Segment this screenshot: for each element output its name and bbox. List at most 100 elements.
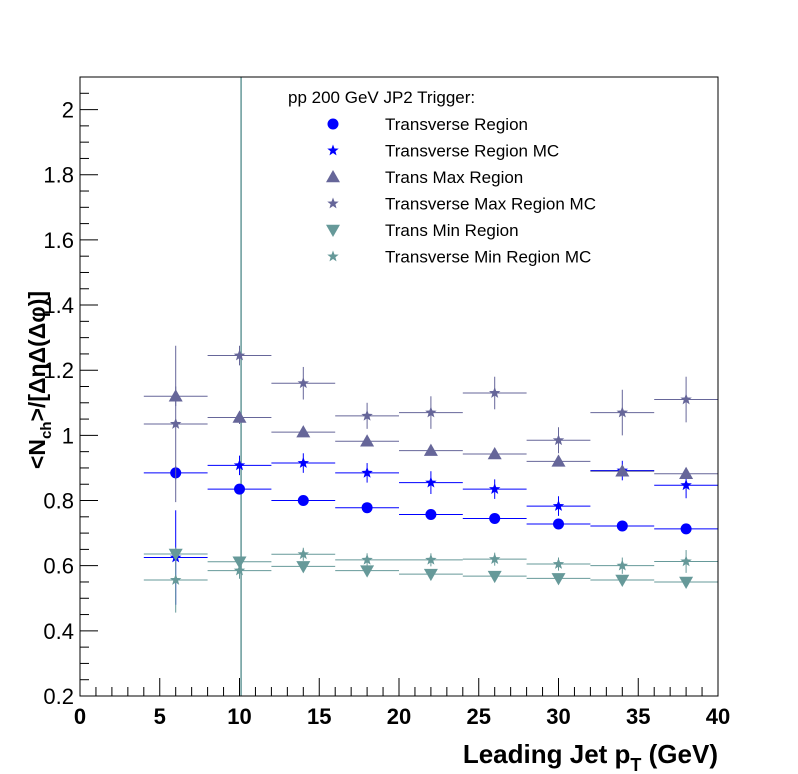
marker-star <box>552 434 565 446</box>
data-marks <box>143 77 718 696</box>
legend-label: Transverse Region MC <box>385 142 559 161</box>
x-tick-label: 30 <box>546 704 570 729</box>
y-tick-label: 0.2 <box>43 684 74 709</box>
marker-star <box>233 349 246 361</box>
marker-circle <box>361 502 373 514</box>
data-point <box>590 464 655 477</box>
data-point <box>590 520 655 532</box>
legend-entry: Transverse Region MC <box>327 142 559 161</box>
x-axis-title-sub: T <box>630 755 641 774</box>
x-tick-label: 40 <box>706 704 730 729</box>
data-point <box>462 552 527 566</box>
data-point <box>271 453 336 473</box>
marker-star <box>233 564 246 576</box>
legend-label: Transverse Min Region MC <box>385 248 591 267</box>
marker-star <box>616 406 629 418</box>
marker-triangle-up <box>551 454 566 467</box>
series-4 <box>143 548 718 589</box>
data-point <box>271 366 336 400</box>
x-tick-label: 5 <box>154 704 166 729</box>
data-point <box>590 574 655 588</box>
x-tick-label: 0 <box>74 704 86 729</box>
marker-triangle-down <box>326 224 340 237</box>
legend-label: Transverse Max Region MC <box>385 195 596 214</box>
data-point <box>399 443 463 456</box>
marker-star <box>327 144 339 156</box>
marker-star <box>488 553 501 565</box>
marker-star <box>425 406 437 418</box>
marker-star <box>680 555 692 567</box>
y-tick-label: 0.4 <box>43 619 74 644</box>
data-point <box>271 547 336 561</box>
legend: pp 200 GeV JP2 Trigger: Transverse Regio… <box>288 88 596 267</box>
marker-circle <box>297 495 309 507</box>
y-tick-label: 0.6 <box>43 554 74 579</box>
data-point <box>207 483 272 495</box>
data-point <box>654 523 718 535</box>
marker-star <box>361 553 373 565</box>
data-point <box>462 376 527 410</box>
data-point <box>399 553 463 567</box>
data-point <box>399 568 463 582</box>
marker-triangle-up <box>679 466 694 480</box>
legend-entry: Transverse Region <box>327 115 528 134</box>
marker-star <box>488 483 501 494</box>
data-point <box>526 496 591 516</box>
x-tick-label: 10 <box>227 704 251 729</box>
y-tick-label: 0.8 <box>43 489 74 514</box>
data-point <box>654 466 718 480</box>
marker-star <box>488 387 501 398</box>
y-tick-label: 1.4 <box>43 293 74 318</box>
marker-star <box>327 250 339 262</box>
y-tick-label: 2 <box>62 98 74 123</box>
marker-triangle-down <box>423 568 438 582</box>
legend-label: Trans Max Region <box>385 168 523 187</box>
y-tick-label: 1.8 <box>43 163 74 188</box>
marker-triangle-up <box>360 434 375 447</box>
data-point <box>462 479 527 499</box>
x-axis-title: Leading Jet pT (GeV) <box>463 739 718 774</box>
marker-star <box>552 500 565 511</box>
data-point <box>335 434 399 447</box>
marker-triangle-down <box>487 570 502 584</box>
axes: 0 5 10 15 20 25 30 35 40 0.2 0.4 0.6 0.8 1 1.2 1.4 1.6 1.… <box>43 76 730 729</box>
data-point <box>271 495 336 507</box>
data-point <box>335 553 399 567</box>
marker-star <box>361 466 373 478</box>
data-point <box>654 376 718 423</box>
y-axis-title-sub: ch <box>38 422 55 440</box>
data-point <box>654 550 718 573</box>
marker-star <box>425 476 437 488</box>
data-point <box>526 454 591 467</box>
data-point <box>462 570 527 584</box>
marker-star <box>616 559 629 571</box>
y-tick-label: 1.2 <box>43 358 74 383</box>
data-point <box>590 389 655 436</box>
data-point <box>654 576 718 589</box>
x-tick-label: 15 <box>307 704 331 729</box>
marker-triangle-down <box>296 561 311 574</box>
legend-entry: Transverse Min Region MC <box>327 248 591 267</box>
marker-star <box>425 553 437 565</box>
data-point <box>462 446 527 460</box>
data-point <box>399 471 463 495</box>
data-point <box>526 557 591 571</box>
data-point <box>399 509 463 521</box>
marker-star <box>297 548 310 560</box>
series-3 <box>143 345 718 503</box>
marker-circle <box>680 523 692 535</box>
marker-circle <box>616 520 628 532</box>
y-axis-title: <Nch>/[ΔηΔ(Δφ)] <box>24 291 55 469</box>
marker-star <box>169 417 182 429</box>
legend-header: pp 200 GeV JP2 Trigger: <box>288 88 475 107</box>
marker-triangle-up <box>326 170 340 183</box>
marker-triangle-down <box>360 565 375 578</box>
data-point <box>143 547 208 613</box>
data-point <box>399 396 463 429</box>
data-point <box>335 502 399 514</box>
data-point <box>526 518 591 530</box>
marker-triangle-up <box>487 446 502 460</box>
marker-circle <box>327 118 339 130</box>
data-point <box>335 565 399 578</box>
